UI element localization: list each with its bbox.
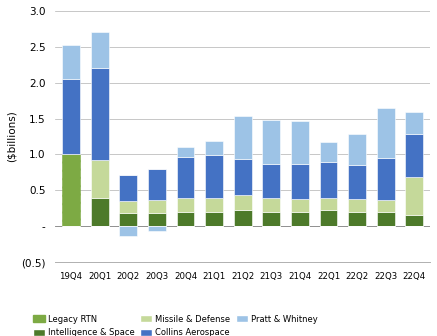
Bar xyxy=(263,198,280,212)
Bar xyxy=(234,210,252,226)
Bar xyxy=(348,199,366,212)
Bar xyxy=(205,212,223,226)
Bar xyxy=(234,116,252,159)
Bar xyxy=(119,213,137,226)
Bar xyxy=(291,212,309,226)
Bar xyxy=(205,141,223,155)
Bar xyxy=(119,201,137,213)
Bar xyxy=(177,147,194,157)
Bar xyxy=(205,155,223,198)
Bar xyxy=(406,177,423,215)
Bar xyxy=(177,157,194,198)
Bar xyxy=(319,198,337,210)
Bar xyxy=(377,200,395,212)
Bar xyxy=(377,212,395,226)
Bar xyxy=(148,226,166,230)
Legend: Legacy RTN, Intelligence & Space, Missile & Defense, Collins Aerospace, Pratt & : Legacy RTN, Intelligence & Space, Missil… xyxy=(30,311,322,336)
Bar xyxy=(62,79,80,155)
Bar xyxy=(348,165,366,199)
Bar xyxy=(62,155,80,226)
Bar xyxy=(119,226,137,236)
Bar xyxy=(263,212,280,226)
Bar xyxy=(148,213,166,226)
Bar xyxy=(62,45,80,79)
Bar xyxy=(91,198,108,226)
Bar xyxy=(319,210,337,226)
Bar xyxy=(348,212,366,226)
Bar xyxy=(291,121,309,165)
Bar xyxy=(119,174,137,201)
Bar xyxy=(263,165,280,198)
Bar xyxy=(406,215,423,226)
Bar xyxy=(319,142,337,162)
Bar xyxy=(91,160,108,198)
Bar xyxy=(234,159,252,195)
Bar xyxy=(177,198,194,212)
Bar xyxy=(406,112,423,134)
Y-axis label: ($billions): ($billions) xyxy=(7,111,17,162)
Bar xyxy=(177,212,194,226)
Bar xyxy=(291,199,309,212)
Bar xyxy=(91,68,108,160)
Bar xyxy=(377,108,395,158)
Bar xyxy=(406,134,423,177)
Bar xyxy=(263,120,280,165)
Bar xyxy=(148,169,166,200)
Bar xyxy=(348,134,366,165)
Bar xyxy=(205,198,223,212)
Bar xyxy=(234,195,252,210)
Bar xyxy=(319,162,337,198)
Bar xyxy=(148,200,166,213)
Bar xyxy=(291,165,309,199)
Bar xyxy=(91,33,108,68)
Bar xyxy=(377,158,395,200)
